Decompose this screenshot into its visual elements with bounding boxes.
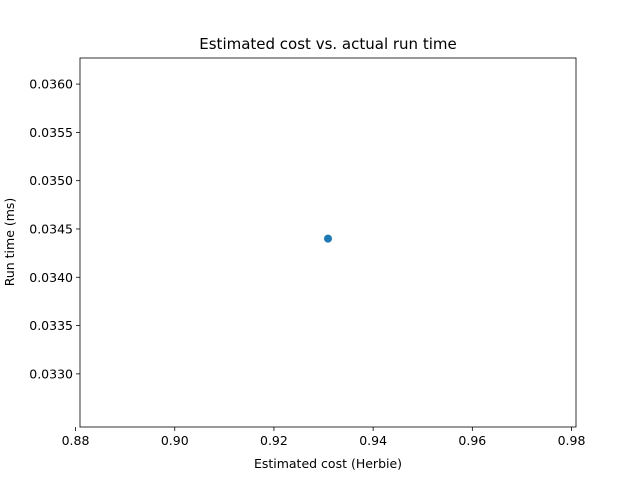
- x-tick-label: 0.92: [260, 433, 288, 448]
- y-tick-label: 0.0335: [29, 318, 73, 333]
- axes-frame: [79, 57, 577, 428]
- x-tick-label: 0.88: [62, 433, 90, 448]
- y-tick-label: 0.0345: [29, 221, 73, 236]
- y-tick-label: 0.0340: [29, 270, 73, 285]
- y-tick-label: 0.0355: [29, 125, 73, 140]
- x-axis-label: Estimated cost (Herbie): [254, 456, 402, 471]
- y-tick-label: 0.0350: [29, 173, 73, 188]
- x-tick-label: 0.98: [558, 433, 586, 448]
- x-tick-label: 0.90: [161, 433, 189, 448]
- x-tick-label: 0.94: [359, 433, 387, 448]
- x-tick-label: 0.96: [458, 433, 486, 448]
- plot-area: 0.88 0.90 0.92 0.94 0.96 0.98 0.0330 0.0335 0.03…: [29, 57, 586, 448]
- y-tick-label: 0.0360: [29, 77, 73, 92]
- y-tick-label: 0.0330: [29, 366, 73, 381]
- chart-title: Estimated cost vs. actual run time: [199, 35, 456, 53]
- data-point: [324, 234, 332, 243]
- y-axis-label: Run time (ms): [2, 198, 17, 287]
